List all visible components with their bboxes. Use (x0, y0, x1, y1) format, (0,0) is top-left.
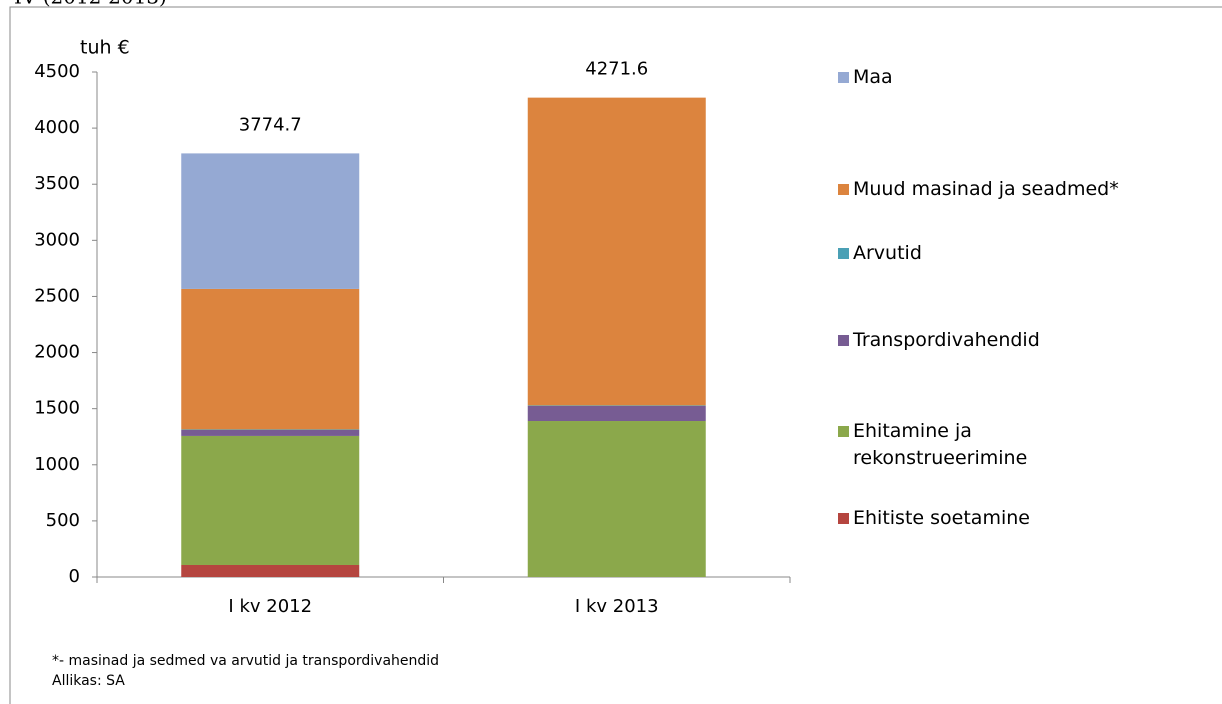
y-tick-label: 3500 (34, 173, 80, 194)
legend-label: Muud masinad ja seadmed* (853, 178, 1119, 200)
legend-label: Arvutid (853, 242, 922, 264)
source: Allikas: SA (52, 673, 125, 689)
chart-border (9, 6, 1222, 704)
bar-segment (181, 429, 360, 436)
y-tick-label: 1500 (34, 398, 80, 419)
y-tick-label: 0 (69, 566, 80, 587)
legend-swatch (838, 513, 849, 524)
bar-segment (527, 405, 706, 406)
legend-label: Maa (853, 66, 893, 88)
y-tick-label: 500 (46, 510, 80, 531)
footnote: *- masinad ja sedmed va arvutid ja trans… (52, 653, 440, 669)
bar-segment (527, 405, 706, 422)
bar-segment (181, 153, 360, 289)
bar-segment (181, 288, 360, 430)
y-tick-label: 4500 (34, 61, 80, 82)
y-tick-label: 2000 (34, 342, 80, 363)
legend-swatch (838, 184, 849, 195)
y-tick-label: 2500 (34, 285, 80, 306)
y-tick-label: 3000 (34, 229, 80, 250)
chart-title: IV (2012-2013) (14, 0, 167, 9)
legend-swatch (838, 248, 849, 259)
legend-swatch (838, 426, 849, 437)
bar-segment (181, 564, 360, 577)
x-tick-label: I kv 2013 (575, 596, 659, 617)
legend-swatch (838, 335, 849, 346)
y-axis-label: tuh € (80, 37, 130, 59)
total-label: 3774.7 (239, 114, 302, 135)
y-tick-label: 4000 (34, 117, 80, 138)
bar-segment (181, 435, 360, 565)
x-tick-label: I kv 2012 (228, 596, 312, 617)
y-tick-label: 1000 (34, 454, 80, 475)
legend-label: Ehitiste soetamine (853, 507, 1030, 529)
legend-swatch (838, 72, 849, 83)
bar-segment (527, 421, 706, 577)
bar-segment (527, 97, 706, 406)
legend-label: Ehitamine ja rekonstrueerimine (853, 420, 1028, 469)
legend-label: Transpordivahendid (853, 329, 1040, 351)
bar-segment (181, 429, 360, 430)
total-label: 4271.6 (585, 59, 648, 80)
